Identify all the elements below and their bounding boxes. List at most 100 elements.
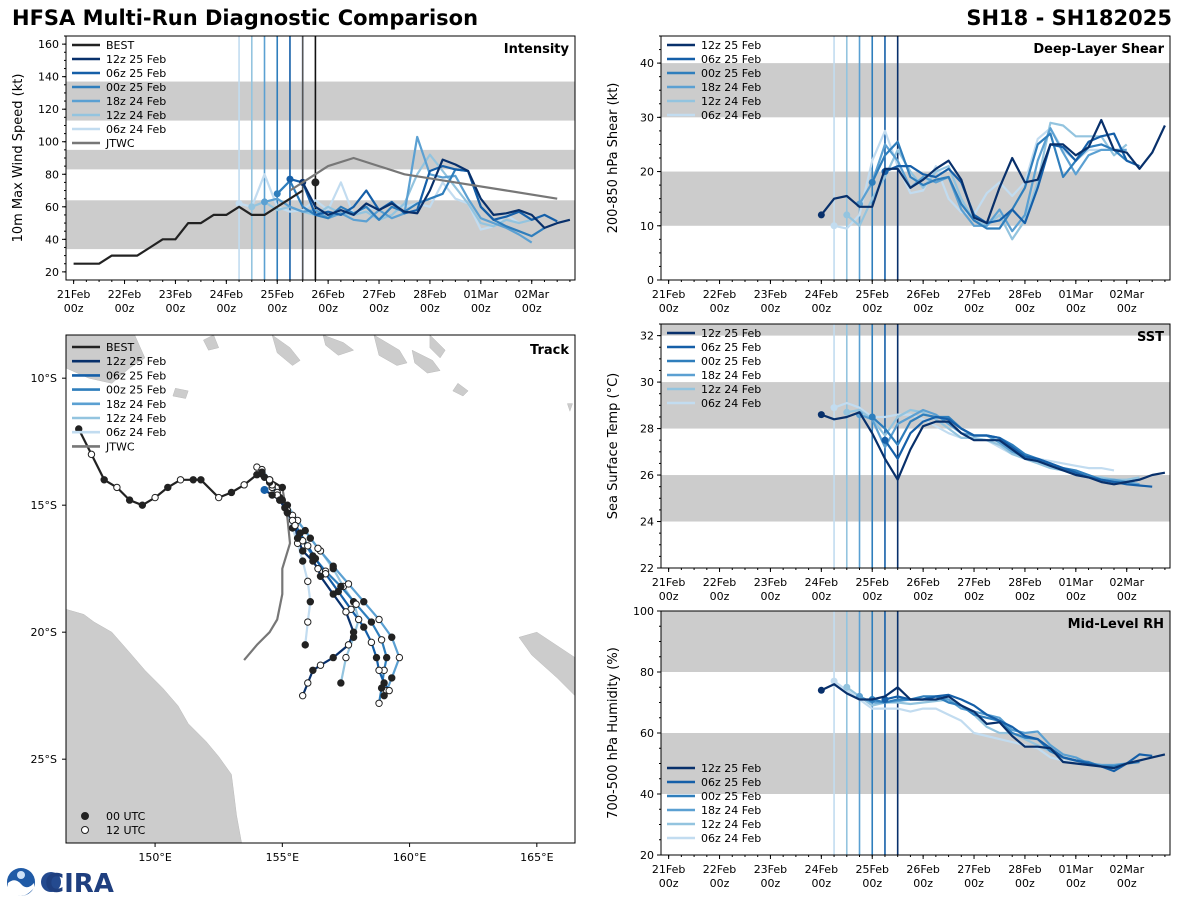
rh-xtick-hour: 00z bbox=[964, 877, 984, 890]
intensity-series-jtwc bbox=[289, 156, 558, 200]
track-point-r18z24 bbox=[344, 580, 353, 588]
intensity-ytick-label: 120 bbox=[38, 103, 59, 116]
intensity-xtick-day: 28Feb bbox=[413, 288, 446, 301]
track-point-r12z25 bbox=[291, 521, 299, 530]
sst-xtick-hour: 00z bbox=[761, 590, 781, 603]
sst-xtick-day: 23Feb bbox=[754, 576, 787, 589]
track-point-r18z24 bbox=[329, 562, 337, 570]
rh-series-start-r12z25 bbox=[817, 686, 825, 694]
shear-xtick-hour: 00z bbox=[811, 302, 831, 315]
track-point-r12z24 bbox=[306, 534, 315, 542]
track-series-jtwc bbox=[243, 487, 292, 661]
track-point-best bbox=[278, 483, 287, 492]
rh-series-start-r12z24 bbox=[843, 683, 851, 691]
intensity-series-r12z25 bbox=[301, 158, 571, 229]
legend-00utc-marker bbox=[81, 812, 89, 820]
shear-band bbox=[661, 63, 1170, 118]
intensity-ylabel: 10m Max Wind Speed (kt) bbox=[11, 74, 26, 243]
intensity-xtick-day: 21Feb bbox=[57, 288, 90, 301]
track-legend-label: 12z 24 Feb bbox=[106, 412, 166, 425]
track-point-r12z25 bbox=[316, 661, 325, 669]
track-point-r12z25 bbox=[349, 628, 358, 636]
shear-legend-label: 12z 24 Feb bbox=[701, 95, 761, 108]
track-frame bbox=[65, 334, 576, 844]
track-panel: 150°E 155°E 160°E 165°E 10°S 15°S 20°S 25°S Trac… bbox=[31, 334, 576, 864]
intensity-ytick-label: 100 bbox=[38, 136, 59, 149]
shear-series-r18z24 bbox=[858, 127, 1127, 233]
cira-logo: CIRA bbox=[5, 866, 115, 899]
intensity-xtick-hour: 00z bbox=[318, 302, 338, 315]
track-ytick-label: 25°S bbox=[31, 753, 57, 766]
intensity-ytick-label: 160 bbox=[38, 38, 59, 51]
track-point-r06z25 bbox=[380, 691, 388, 700]
track-point-r18z24 bbox=[314, 544, 322, 553]
sst-band bbox=[661, 324, 1170, 336]
land-solomons bbox=[271, 335, 301, 366]
track-point-r06z24 bbox=[306, 598, 315, 606]
sst-xtick-day: 27Feb bbox=[957, 576, 990, 589]
track-ytick-label: 20°S bbox=[31, 626, 57, 639]
track-point-best bbox=[164, 483, 172, 492]
intensity-series-start-r06z24 bbox=[235, 200, 243, 208]
track-point-best bbox=[265, 476, 274, 484]
shear-legend-label: 12z 25 Feb bbox=[701, 39, 761, 52]
track-point-r12z25 bbox=[276, 496, 284, 504]
sst-band bbox=[661, 382, 1170, 429]
track-point-r06z24 bbox=[304, 577, 312, 586]
sst-ytick-label: 26 bbox=[640, 469, 654, 482]
track-point-best bbox=[197, 476, 205, 484]
rh-title: Mid-Level RH bbox=[1068, 617, 1164, 632]
intensity-series-start-r06z25 bbox=[286, 175, 294, 183]
sst-series-r06z25 bbox=[884, 415, 1153, 488]
sst-plot-area bbox=[661, 324, 1170, 568]
shear-series-start-r12z24 bbox=[843, 211, 851, 219]
intensity-title: Intensity bbox=[504, 42, 570, 57]
intensity-current-point bbox=[311, 178, 320, 187]
sst-xtick-hour: 00z bbox=[913, 590, 933, 603]
rh-plot-area bbox=[661, 611, 1170, 855]
sst-series-r12z25 bbox=[820, 411, 1166, 486]
shear-xtick-hour: 00z bbox=[862, 302, 882, 315]
shear-xtick-day: 22Feb bbox=[703, 288, 736, 301]
track-point-r00z25 bbox=[377, 636, 386, 644]
intensity-xtick-day: 23Feb bbox=[159, 288, 192, 301]
sst-title: SST bbox=[1137, 330, 1164, 345]
track-point-best bbox=[253, 471, 261, 479]
track-point-r18z24 bbox=[388, 674, 396, 682]
rh-ytick-label: 40 bbox=[640, 788, 654, 801]
sst-xtick-day: 01Mar bbox=[1058, 576, 1093, 589]
intensity-plot-area bbox=[66, 36, 575, 280]
sst-xtick-day: 28Feb bbox=[1008, 576, 1041, 589]
legend-12utc-label: 12 UTC bbox=[106, 824, 146, 837]
rh-xtick-hour: 00z bbox=[1117, 877, 1137, 890]
shear-xtick-day: 27Feb bbox=[957, 288, 990, 301]
track-point-r18z24 bbox=[395, 653, 404, 662]
track-point-r12z24 bbox=[342, 653, 350, 662]
track-point-best bbox=[100, 476, 108, 484]
track-legend-label: JTWC bbox=[105, 440, 135, 453]
track-point-best bbox=[138, 501, 147, 509]
rh-xtick-day: 26Feb bbox=[906, 863, 939, 876]
sst-xtick-day: 24Feb bbox=[805, 576, 838, 589]
shear-legend-label: 06z 25 Feb bbox=[701, 53, 761, 66]
track-point-r12z25 bbox=[314, 564, 322, 573]
rh-xtick-day: 28Feb bbox=[1008, 863, 1041, 876]
rh-xtick-hour: 00z bbox=[1015, 877, 1035, 890]
rh-xtick-day: 25Feb bbox=[855, 863, 888, 876]
land-island bbox=[203, 335, 220, 351]
shear-legend-label: 00z 25 Feb bbox=[701, 67, 761, 80]
track-point-r18z24 bbox=[360, 598, 368, 606]
shear-series-start-r12z25 bbox=[817, 211, 825, 219]
intensity-xtick-hour: 00z bbox=[522, 302, 542, 315]
intensity-legend-label: 06z 25 Feb bbox=[106, 67, 166, 80]
rh-xtick-day: 01Mar bbox=[1058, 863, 1093, 876]
track-point-r12z25 bbox=[342, 608, 350, 616]
sst-ytick-label: 30 bbox=[640, 376, 654, 389]
intensity-legend-label: 12z 25 Feb bbox=[106, 53, 166, 66]
sst-series-start-r12z25 bbox=[817, 411, 825, 419]
track-xtick-label: 155°E bbox=[266, 851, 299, 864]
track-point-r12z25 bbox=[344, 641, 353, 649]
track-point-best bbox=[151, 493, 159, 502]
rh-ytick-label: 100 bbox=[633, 605, 654, 618]
